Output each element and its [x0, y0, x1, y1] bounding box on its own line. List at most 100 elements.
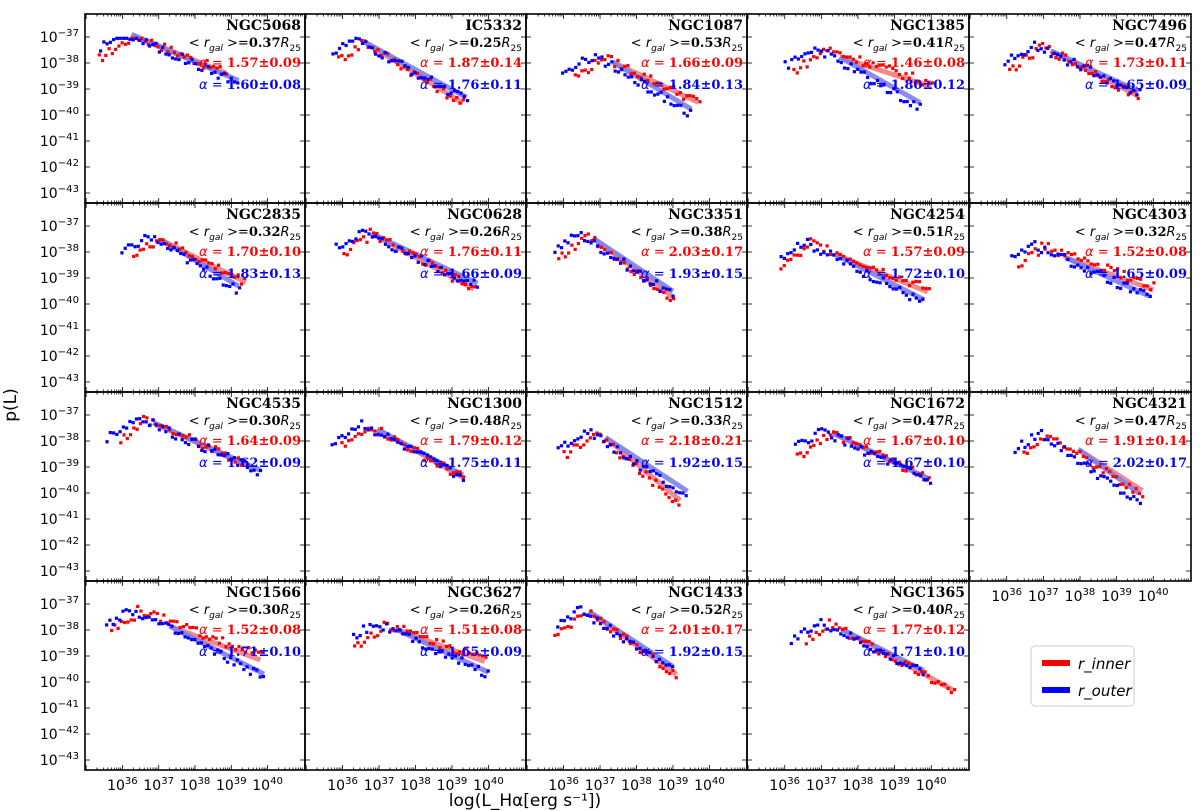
inner-data-point [1035, 442, 1039, 447]
outer-data-point [575, 606, 580, 610]
outer-data-point [131, 421, 135, 425]
inner-data-point [821, 47, 826, 51]
inner-data-point [904, 469, 908, 473]
inner-data-point [840, 627, 845, 631]
outer-data-point [455, 473, 459, 477]
inner-data-point [445, 96, 449, 100]
outer-data-point [901, 290, 905, 295]
outer-data-point [632, 269, 636, 273]
outer-data-point [157, 622, 161, 626]
inner-data-point [628, 457, 632, 462]
inner-data-point [138, 248, 142, 252]
y-tick-label: 10−41 [40, 321, 79, 339]
outer-data-point [164, 52, 168, 56]
outer-data-point [480, 673, 484, 677]
outer-data-point [222, 656, 226, 661]
inner-data-point [576, 74, 581, 78]
outer-data-point [154, 618, 158, 622]
outer-data-point [226, 452, 230, 456]
inner-data-point [615, 628, 619, 632]
inner-data-point [573, 73, 577, 77]
outer-data-point [463, 662, 467, 666]
inner-data-point [97, 53, 101, 57]
inner-data-point [903, 660, 907, 664]
outer-data-point [426, 77, 430, 82]
inner-data-point [236, 456, 240, 460]
inner-data-point [1152, 281, 1156, 285]
inner-data-point [566, 625, 570, 629]
outer-data-point [1102, 474, 1106, 479]
inner-data-point [639, 75, 643, 80]
x-tick-label: 1040 [1138, 587, 1169, 605]
inner-data-point [923, 670, 927, 674]
inner-data-point [864, 445, 869, 449]
inner-data-point [224, 645, 228, 649]
outer-data-point [779, 255, 783, 259]
outer-data-point [374, 52, 378, 56]
inner-data-point [1052, 437, 1056, 441]
outer-data-point [396, 440, 400, 444]
y-tick-label: 10−39 [40, 269, 79, 287]
alpha-inner-label: α = 1.79±0.12 [420, 434, 522, 449]
inner-data-point [649, 283, 653, 288]
outer-data-point [472, 278, 476, 282]
outer-data-point [921, 672, 925, 677]
inner-data-point [1091, 466, 1095, 470]
inner-data-point [573, 247, 577, 251]
alpha-outer-label: α = 1.83±0.13 [199, 267, 301, 282]
outer-data-point [842, 66, 847, 70]
inner-data-point [156, 45, 160, 49]
inner-data-point [897, 460, 902, 464]
inner-data-point [901, 468, 905, 472]
inner-data-point [1148, 288, 1153, 292]
inner-data-point [891, 66, 895, 71]
outer-data-point [1095, 73, 1099, 77]
outer-data-point [141, 42, 145, 46]
outer-data-point [1043, 437, 1047, 442]
inner-data-point [575, 443, 579, 447]
y-tick-label: 10−39 [40, 458, 79, 476]
outer-data-point [869, 82, 873, 86]
outer-data-point [1118, 83, 1122, 87]
inner-data-point [659, 81, 663, 86]
outer-data-point [177, 58, 181, 62]
outer-data-point [671, 486, 675, 490]
inner-data-point [842, 254, 846, 258]
inner-data-point [874, 450, 879, 454]
inner-data-point [674, 498, 678, 502]
inner-data-point [603, 57, 607, 62]
inner-data-point [907, 76, 911, 80]
inner-data-point [586, 71, 591, 75]
inner-data-point [560, 251, 564, 255]
alpha-outer-label: α = 1.84±0.13 [641, 78, 743, 93]
inner-data-point [682, 97, 686, 101]
outer-data-point [810, 439, 814, 443]
inner-data-point [808, 634, 812, 638]
outer-data-point [133, 245, 137, 249]
outer-data-point [460, 656, 464, 660]
panel-title: NGC1433 [668, 585, 743, 601]
inner-data-point [553, 633, 557, 638]
outer-data-point [912, 100, 916, 104]
x-tick-label: 1037 [806, 776, 837, 794]
outer-data-point [414, 636, 418, 640]
inner-data-point [884, 65, 888, 69]
inner-data-point [870, 642, 874, 646]
inner-data-point [691, 94, 696, 98]
inner-data-point [174, 241, 178, 245]
outer-data-point [628, 454, 632, 459]
inner-data-point [557, 257, 561, 261]
inner-data-point [1068, 447, 1072, 451]
outer-data-point [369, 426, 374, 430]
outer-data-point [360, 228, 365, 232]
inner-data-point [451, 98, 456, 102]
outer-data-point [111, 622, 115, 626]
inner-data-point [437, 265, 441, 270]
outer-data-point [1032, 40, 1037, 44]
inner-data-point [360, 432, 364, 436]
inner-data-point [642, 72, 646, 76]
outer-data-point [845, 258, 849, 262]
outer-data-point [350, 427, 354, 431]
outer-data-point [1062, 252, 1067, 257]
outer-fit-line [838, 54, 922, 105]
